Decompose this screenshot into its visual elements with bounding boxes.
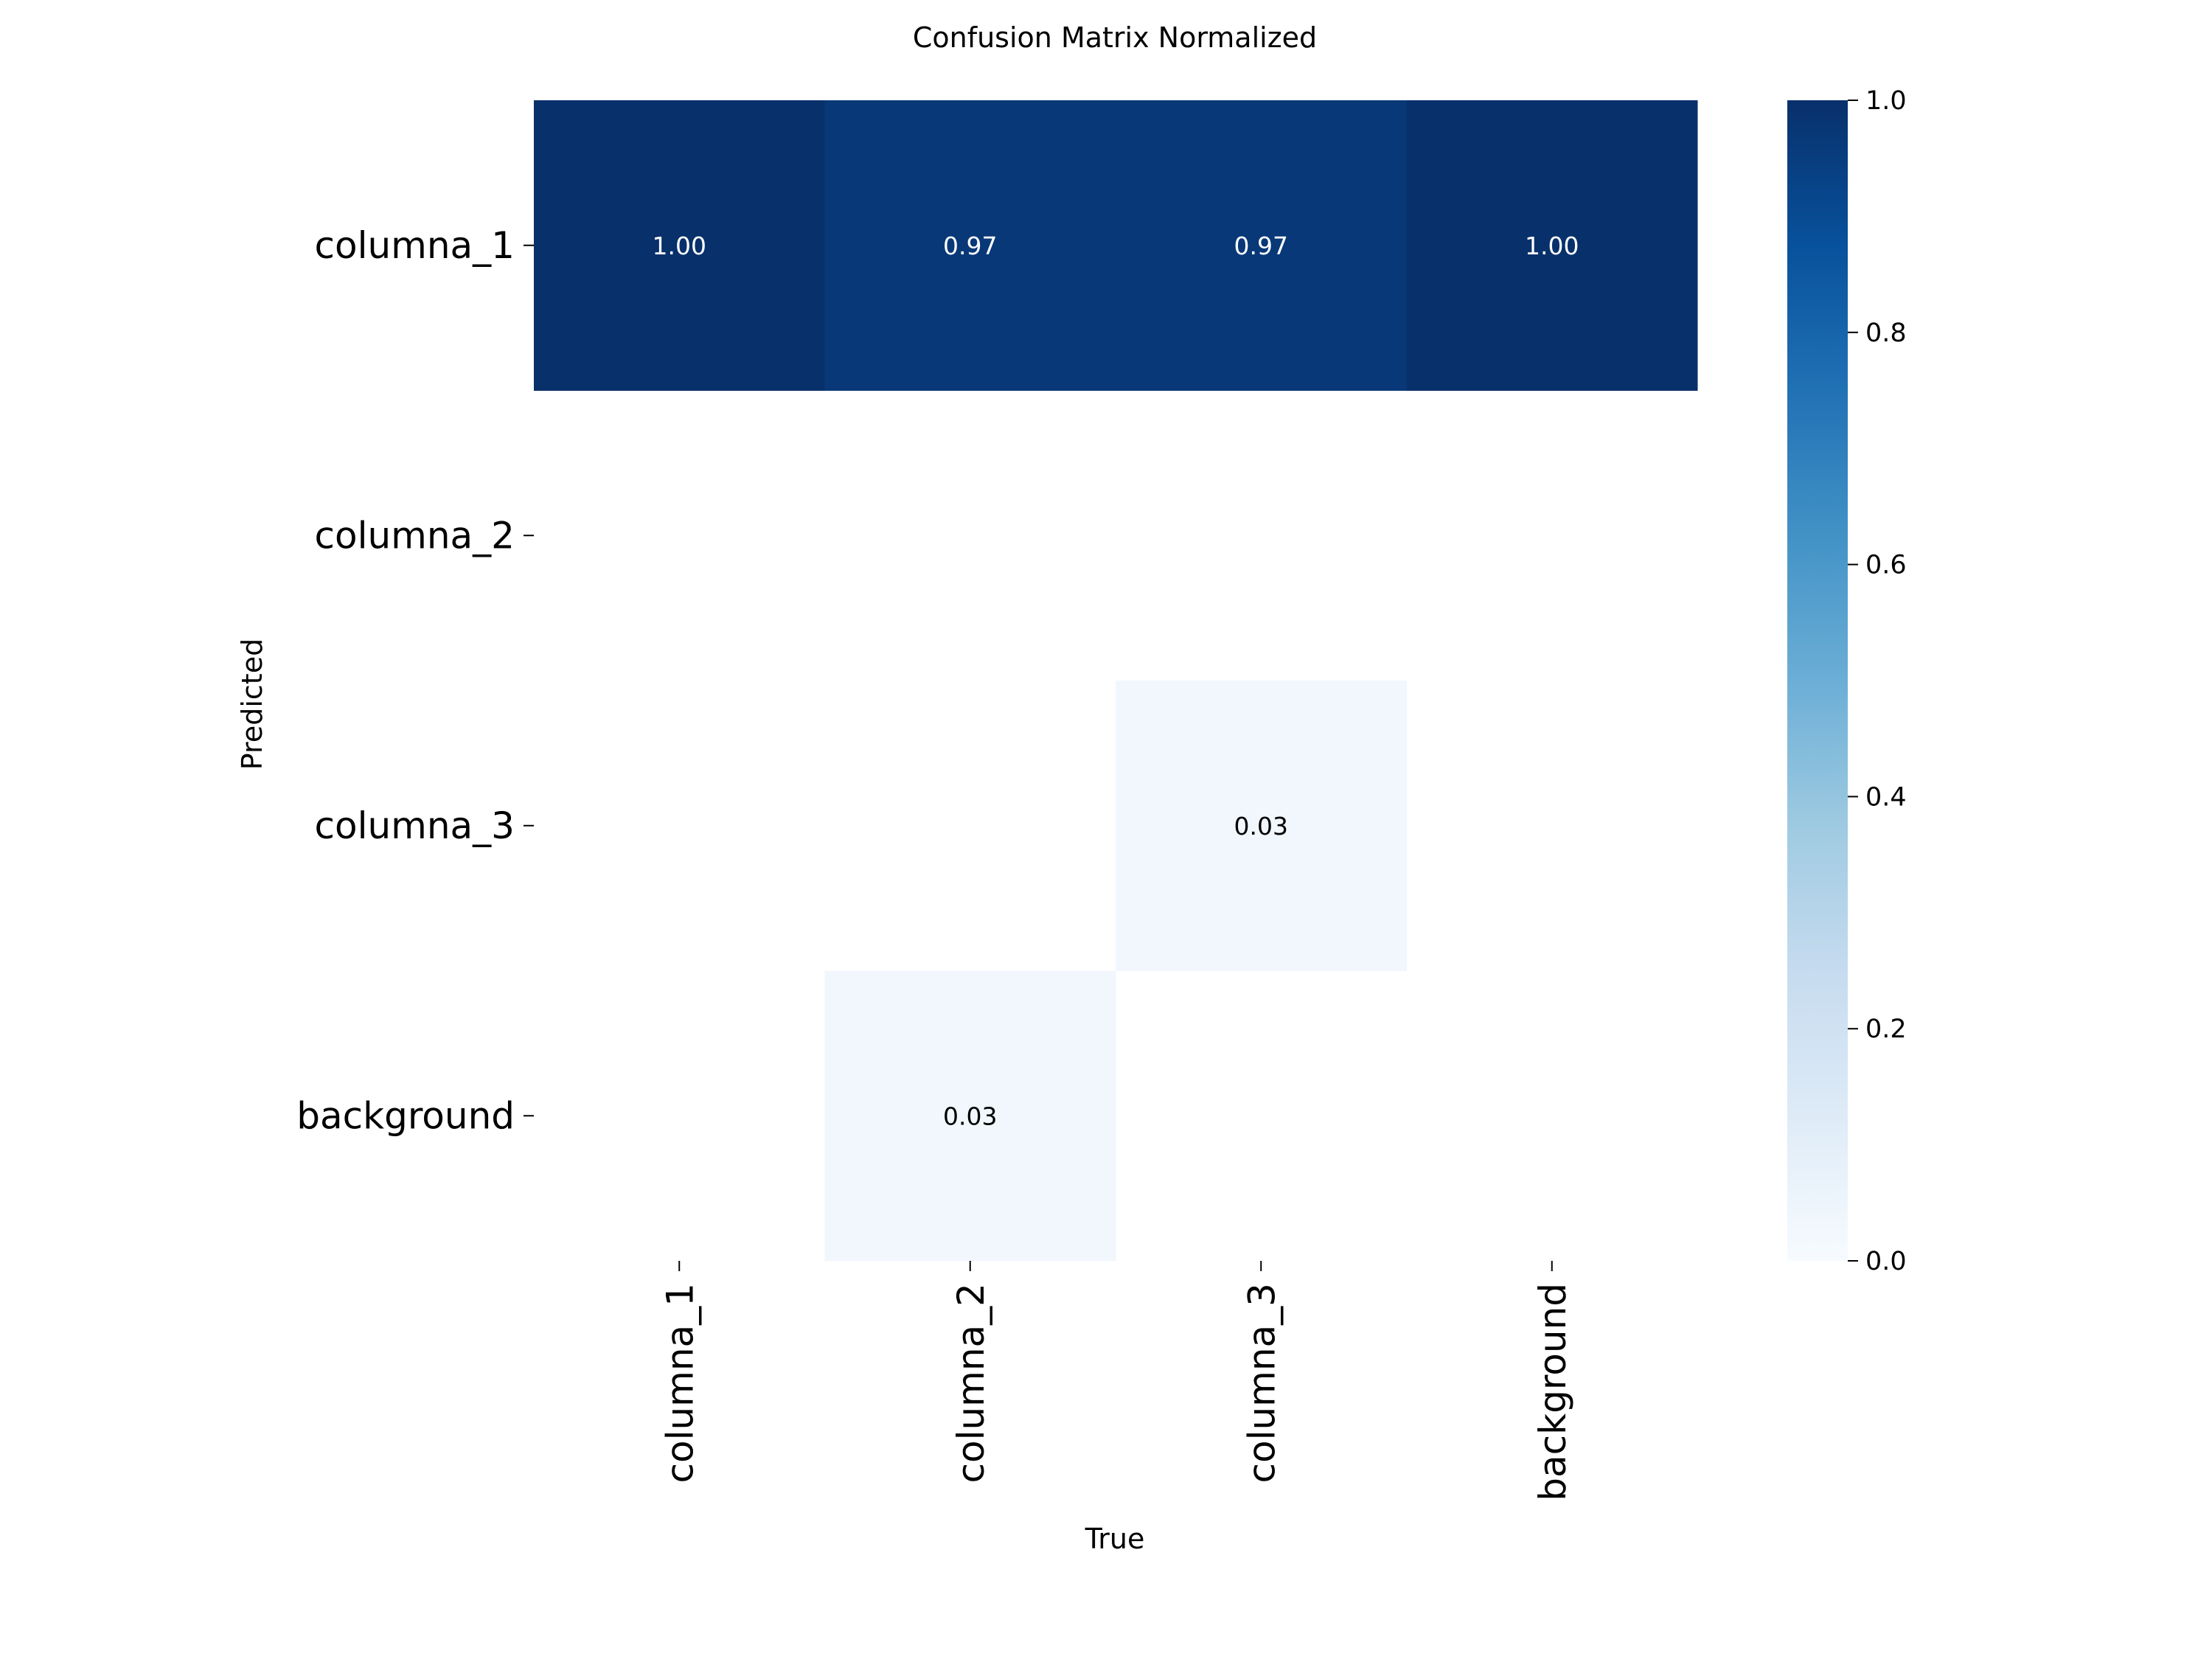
- colorbar-tick-label: 0.8: [1865, 319, 1907, 348]
- heatmap-cell: [1406, 100, 1698, 391]
- heatmap-cell: [824, 100, 1116, 391]
- y-tick-label: columna_2: [314, 514, 515, 557]
- heatmap-cell: [824, 970, 1116, 1262]
- heatmap-cell-label: 0.97: [943, 232, 997, 260]
- heatmap-cell: [534, 100, 825, 391]
- heatmap-cell-label: 0.03: [1234, 812, 1288, 841]
- colorbar-tick-label: 0.2: [1865, 1015, 1907, 1044]
- x-tick-label: background: [1531, 1283, 1574, 1501]
- heatmap-cell-label: 0.03: [943, 1102, 997, 1130]
- colorbar-tick-label: 0.0: [1865, 1247, 1907, 1276]
- heatmap-cell-label: 1.00: [1525, 232, 1579, 260]
- heatmap-cells: [534, 100, 1698, 1262]
- colorbar-gradient: [1787, 100, 1848, 1261]
- x-tick-label: columna_3: [1240, 1283, 1283, 1484]
- heatmap-cell: [1116, 681, 1407, 971]
- y-axis-ticks: columna_1 columna_2 columna_3 background: [296, 224, 534, 1137]
- colorbar-tick-label: 0.4: [1865, 782, 1907, 812]
- heatmap-cell-label: 0.97: [1234, 232, 1288, 260]
- heatmap-cell: [1116, 100, 1407, 391]
- colorbar-tick-label: 0.6: [1865, 551, 1907, 580]
- x-tick-label: columna_2: [950, 1283, 992, 1484]
- x-tick-label: columna_1: [658, 1283, 701, 1484]
- y-tick-label: background: [296, 1094, 515, 1137]
- heatmap-cell-labels: 1.00 0.97 0.97 1.00 0.03 0.03: [653, 232, 1579, 1131]
- colorbar: 0.0 0.2 0.4 0.6 0.8 1.0: [1787, 86, 1907, 1276]
- y-tick-label: columna_1: [314, 224, 515, 267]
- chart-title: Confusion Matrix Normalized: [913, 21, 1317, 54]
- x-axis-label: True: [1085, 1523, 1145, 1555]
- x-axis-ticks: columna_1 columna_2 columna_3 background: [658, 1261, 1574, 1501]
- colorbar-tick-label: 1.0: [1865, 86, 1907, 116]
- y-axis-label: Predicted: [236, 639, 268, 770]
- y-tick-label: columna_3: [314, 804, 515, 847]
- heatmap-cell-label: 1.00: [653, 232, 706, 260]
